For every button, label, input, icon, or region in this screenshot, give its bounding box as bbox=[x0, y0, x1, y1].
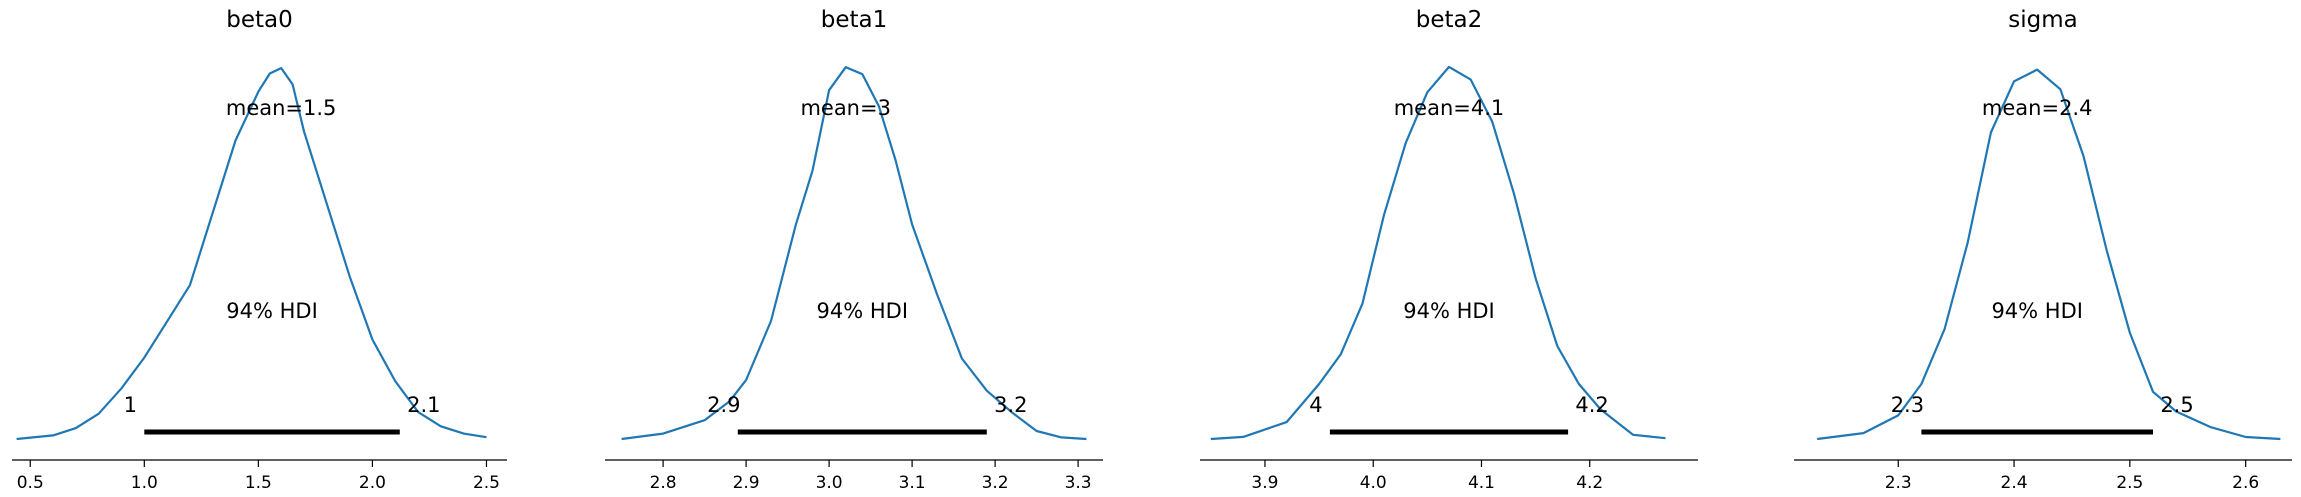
x-tick-label: 2.8 bbox=[650, 473, 677, 493]
x-tick-label: 2.0 bbox=[359, 473, 386, 493]
mean-label: mean=4.1 bbox=[1394, 96, 1505, 120]
hdi-low-label: 2.3 bbox=[1891, 393, 1924, 417]
mean-label: mean=2.4 bbox=[1982, 96, 2093, 120]
x-tick-label: 3.1 bbox=[899, 473, 926, 493]
panel-title: beta2 bbox=[1416, 7, 1483, 33]
hdi-high-label: 3.2 bbox=[994, 393, 1027, 417]
mean-label: mean=3 bbox=[800, 96, 891, 120]
hdi-label: 94% HDI bbox=[817, 299, 909, 323]
hdi-low-label: 1 bbox=[124, 393, 137, 417]
x-tick-label: 4.2 bbox=[1576, 473, 1603, 493]
panel-beta0: beta0 mean=1.5 94% HDI 1 2.1 0.5 1.0 1.5 2.0 2.5 bbox=[12, 7, 507, 493]
x-tick-label: 2.9 bbox=[733, 473, 760, 493]
panel-beta2: beta2 mean=4.1 94% HDI 4 4.2 3.9 4.0 4.1 4.2 bbox=[1200, 7, 1698, 493]
x-tick-label: 1.0 bbox=[131, 473, 158, 493]
x-tick-label: 3.3 bbox=[1065, 473, 1092, 493]
hdi-label: 94% HDI bbox=[1403, 299, 1495, 323]
panel-title: beta1 bbox=[821, 7, 888, 33]
panel-beta1: beta1 mean=3 94% HDI 2.9 3.2 2.8 2.9 3.0 3.1 3.2 3… bbox=[605, 7, 1103, 493]
x-tick-label: 2.3 bbox=[1885, 473, 1912, 493]
kde-curve bbox=[621, 66, 1087, 441]
panel-sigma: sigma mean=2.4 94% HDI 2.3 2.5 2.3 2.4 2.5 2.6 bbox=[1794, 7, 2292, 493]
x-tick-label: 4.1 bbox=[1468, 473, 1495, 493]
panel-title: beta0 bbox=[226, 7, 293, 33]
x-tick-label: 4.0 bbox=[1360, 473, 1387, 493]
x-tick-label: 0.5 bbox=[17, 473, 44, 493]
kde-curve bbox=[16, 67, 487, 441]
x-tick-label: 2.6 bbox=[2232, 473, 2259, 493]
kde-curve bbox=[1817, 68, 2281, 441]
panel-title: sigma bbox=[2008, 7, 2077, 33]
x-tick-label: 3.0 bbox=[816, 473, 843, 493]
x-tick-label: 2.4 bbox=[2001, 473, 2028, 493]
hdi-high-label: 4.2 bbox=[1575, 393, 1608, 417]
mean-label: mean=1.5 bbox=[226, 96, 337, 120]
hdi-low-label: 4 bbox=[1309, 393, 1322, 417]
x-tick-label: 3.2 bbox=[982, 473, 1009, 493]
kde-curve bbox=[1210, 65, 1666, 441]
x-tick-label: 1.5 bbox=[245, 473, 272, 493]
hdi-label: 94% HDI bbox=[1991, 299, 2083, 323]
hdi-high-label: 2.1 bbox=[407, 393, 440, 417]
hdi-high-label: 2.5 bbox=[2160, 393, 2193, 417]
hdi-label: 94% HDI bbox=[226, 299, 318, 323]
x-tick-label: 2.5 bbox=[2116, 473, 2143, 493]
x-tick-label: 3.9 bbox=[1251, 473, 1278, 493]
hdi-low-label: 2.9 bbox=[707, 393, 740, 417]
x-tick-label: 2.5 bbox=[473, 473, 500, 493]
